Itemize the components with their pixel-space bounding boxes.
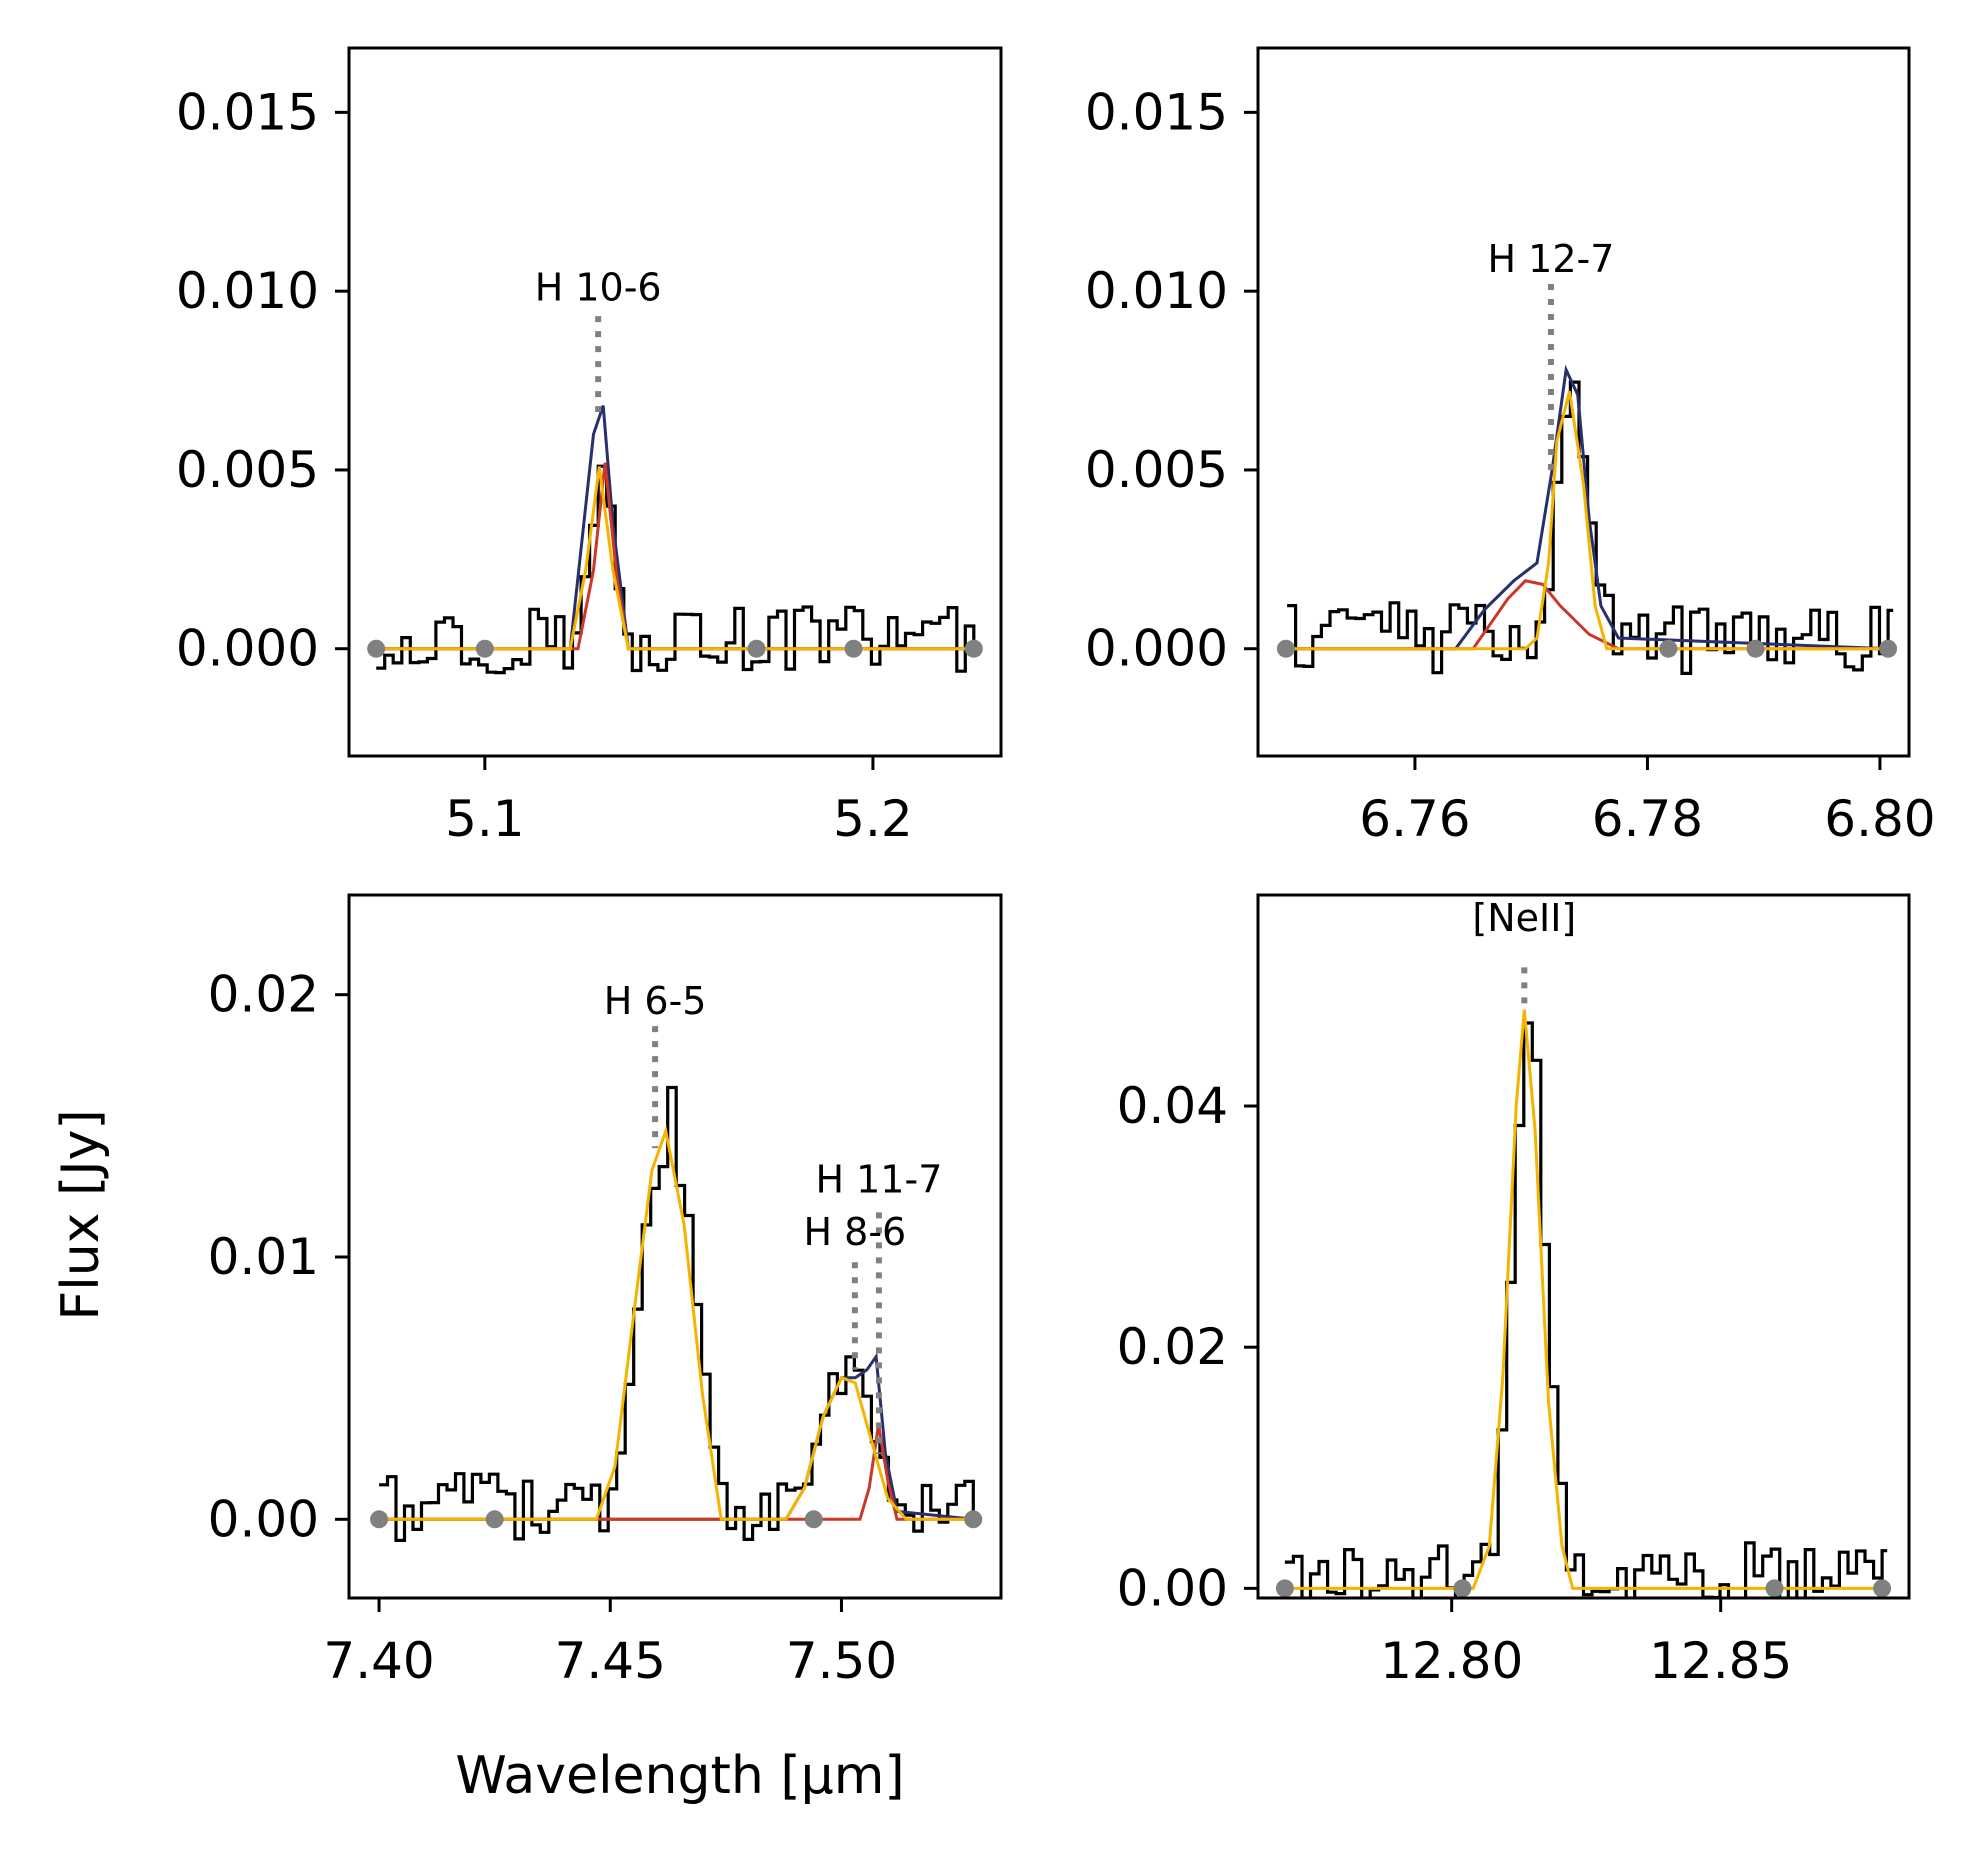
y-tick-label: 0.000 (1085, 620, 1228, 678)
axes-frame (1256, 893, 1911, 1600)
continuum-anchor-point (964, 639, 983, 658)
observed-spectrum (1287, 380, 1894, 675)
panel-bottom-right: [NeII] 12.80 12.85 0.00 0.02 0.04 (1117, 893, 1911, 1690)
panel-top-left: H 10-6 5.1 5.2 0.000 0.005 0.010 0.015 (176, 46, 1003, 848)
continuum-anchor-point (747, 639, 766, 658)
y-tick-label: 0.005 (176, 441, 319, 499)
line-label: H 10-6 (535, 266, 662, 310)
series-model (1284, 1009, 1883, 1590)
continuum-anchor-point (367, 639, 386, 658)
x-tick-label: 12.80 (1380, 1632, 1523, 1690)
x-tick-label: 5.2 (833, 790, 913, 848)
axes-frame (347, 893, 1003, 1600)
x-tick-label: 7.45 (555, 1632, 666, 1690)
x-tick-label: 5.1 (445, 790, 525, 848)
line-label: H 11-7 (815, 1158, 942, 1202)
continuum-anchor-point (1453, 1579, 1472, 1598)
plot-area (1276, 284, 1898, 675)
y-tick-label: 0.010 (176, 262, 319, 320)
x-tick-label: 6.78 (1592, 790, 1703, 848)
continuum-anchor-point (804, 1510, 823, 1529)
line-label: H 8-6 (804, 1210, 907, 1254)
y-tick-label: 0.010 (1085, 262, 1228, 320)
series-component (1287, 579, 1889, 651)
y-axis-label: Flux [Jy] (51, 1109, 111, 1320)
line-label: H 6-5 (604, 979, 707, 1023)
x-tick-label: 6.80 (1824, 790, 1935, 848)
axes-frame (1256, 46, 1911, 758)
series-model (379, 1125, 974, 1521)
y-tick-label: 0.01 (208, 1228, 319, 1286)
y-tick-label: 0.02 (208, 966, 319, 1024)
observed-spectrum (1284, 1021, 1888, 1598)
continuum-anchor-point (1276, 639, 1295, 658)
x-tick-label: 12.85 (1649, 1632, 1792, 1690)
observed-spectrum (379, 1085, 979, 1542)
line-label: [NeII] (1472, 896, 1576, 940)
y-tick-label: 0.005 (1085, 441, 1228, 499)
y-tick-label: 0.015 (176, 83, 319, 141)
y-tick-label: 0.015 (1085, 83, 1228, 141)
panel-bottom-left: H 6-5 H 11-7 H 8-6 7.40 7.45 7.50 0.00 0.01 0.02 (208, 893, 1003, 1690)
continuum-anchor-point (1873, 1579, 1892, 1598)
y-tick-label: 0.04 (1117, 1077, 1228, 1135)
continuum-anchor-point (1659, 639, 1678, 658)
continuum-anchor-point (1765, 1579, 1784, 1598)
continuum-anchor-point (1879, 639, 1898, 658)
series-model (1287, 390, 1889, 651)
plot-area (367, 316, 983, 675)
series-model (376, 466, 974, 651)
continuum-anchor-point (475, 639, 494, 658)
x-axis-label: Wavelength [µm] (455, 1746, 904, 1806)
y-tick-label: 0.00 (1117, 1559, 1228, 1617)
observed-spectrum (376, 464, 979, 675)
continuum-anchor-point (485, 1510, 504, 1529)
y-tick-label: 0.02 (1117, 1318, 1228, 1376)
plot-area (1275, 967, 1892, 1598)
continuum-anchor-point (1275, 1579, 1294, 1598)
x-tick-label: 7.40 (323, 1632, 434, 1690)
y-tick-label: 0.00 (208, 1490, 319, 1548)
x-tick-label: 6.76 (1359, 790, 1470, 848)
continuum-anchor-point (370, 1510, 389, 1529)
line-label: H 12-7 (1487, 237, 1614, 281)
series-total (1287, 364, 1889, 651)
axes-frame (347, 46, 1003, 758)
x-tick-label: 7.50 (786, 1632, 897, 1690)
continuum-anchor-point (844, 639, 863, 658)
plot-area (370, 1026, 983, 1542)
panel-top-right: H 12-7 6.76 6.78 6.80 0.000 0.005 0.010 0.015 (1085, 46, 1936, 848)
continuum-anchor-point (964, 1510, 983, 1529)
continuum-anchor-point (1746, 639, 1765, 658)
y-tick-label: 0.000 (176, 620, 319, 678)
